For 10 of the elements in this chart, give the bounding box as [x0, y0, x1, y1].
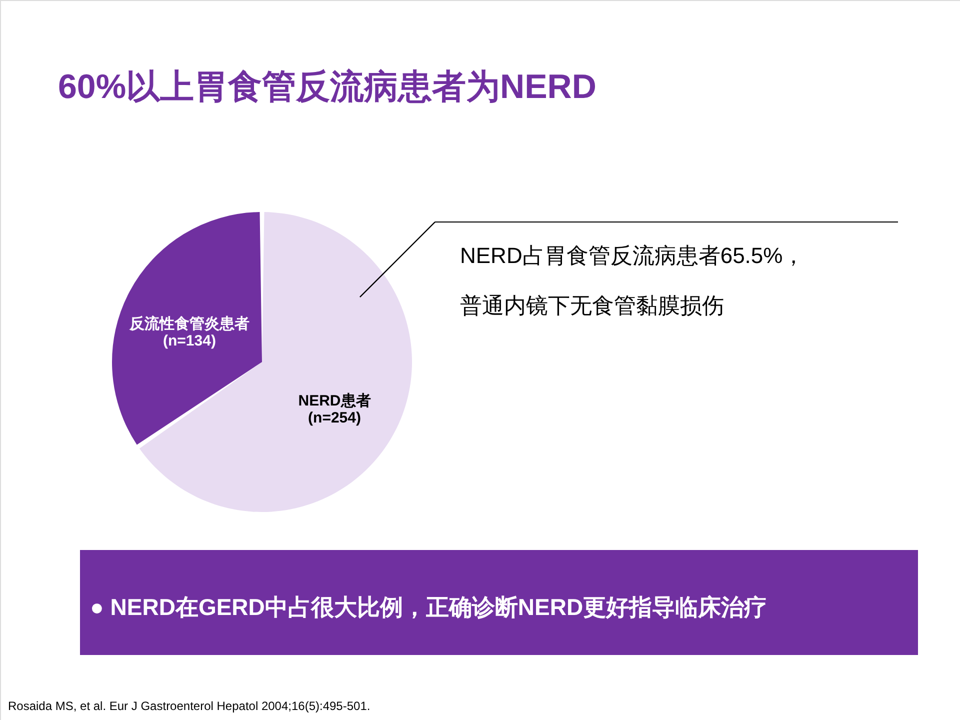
data-label: (n=254)	[308, 409, 361, 426]
text: Rosaida MS, et al. Eur J Gastroenterol Hepatol 2004;16(5):495-501.	[8, 699, 370, 713]
pie-slice	[112, 212, 262, 445]
data-label: (n=134)	[163, 332, 216, 350]
text: ● NERD在GERD中占很大比例，正确诊断NERD更好指导临床治疗	[90, 594, 768, 620]
text: 普通内镜下无食管黏膜损伤	[460, 293, 724, 318]
chart-title: 60%以上胃食管反流病患者为NERD	[58, 68, 596, 106]
slice-label: 反流性食管炎患者	[128, 314, 250, 333]
slice-label: NERD患者	[298, 392, 371, 410]
text: NERD占胃食管反流病患者65.5%，	[460, 243, 805, 268]
